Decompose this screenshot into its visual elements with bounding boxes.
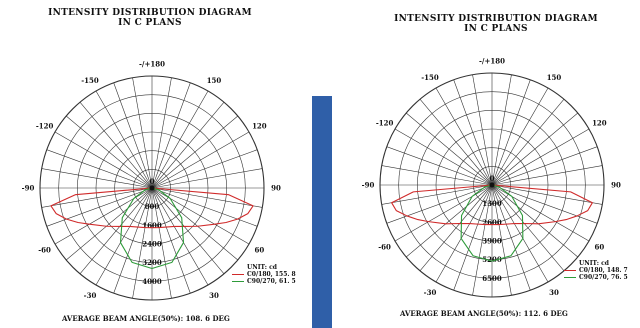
angle-label: 60 — [595, 243, 605, 252]
series-line-c0 — [50, 187, 254, 229]
legend-entry-c90: C90/270, 61. 5 — [232, 278, 296, 285]
angle-label: -30 — [424, 288, 437, 297]
angle-label: 90 — [611, 181, 621, 190]
angle-label: -/+180 — [479, 57, 505, 66]
chart-title-line1: INTENSITY DISTRIBUTION DIAGRAM — [394, 14, 598, 24]
series-line-c0 — [391, 184, 593, 226]
ring-gridline — [379, 72, 605, 298]
center-dot — [489, 182, 495, 188]
angle-label: 60 — [255, 246, 265, 255]
legend-right: UNIT: cd C0/180, 148. 7 C90/270, 76. 5 — [564, 260, 628, 281]
unit-label: UNIT: cd — [247, 264, 277, 271]
ring-value-label: 5200 — [482, 255, 502, 264]
divider-bar — [312, 96, 332, 328]
ring-value-label: 3200 — [142, 258, 162, 267]
angle-label: -150 — [421, 73, 439, 82]
legend-left: UNIT: cd C0/180, 155. 8 C90/270, 61. 5 — [232, 264, 296, 285]
legend-label-c0: C0/180, 148. 7 — [579, 267, 628, 274]
angle-label: 120 — [592, 119, 607, 128]
ring-gridline — [133, 169, 171, 207]
chart-title-left: INTENSITY DISTRIBUTION DIAGRAM IN C PLAN… — [30, 8, 270, 28]
angle-label: 150 — [207, 76, 222, 85]
legend-swatch-c0 — [564, 270, 576, 271]
center-dot — [149, 185, 155, 191]
unit-label: UNIT: cd — [579, 260, 609, 267]
legend-label-c90: C90/270, 61. 5 — [247, 278, 296, 285]
angle-label: 30 — [209, 291, 219, 300]
angle-label: 150 — [547, 73, 562, 82]
angle-label: 30 — [549, 288, 559, 297]
ring-gridline — [473, 166, 511, 204]
angle-label: -30 — [84, 291, 97, 300]
ring-value-label: 3900 — [482, 237, 502, 246]
chart-title-line2: IN C PLANS — [118, 18, 182, 28]
angle-label: -120 — [36, 122, 54, 131]
center-label: 0 — [490, 174, 495, 183]
ring-gridline — [58, 94, 246, 282]
center-label: 0 — [150, 177, 155, 186]
angle-label: -150 — [81, 76, 99, 85]
ring-value-label: 1600 — [142, 221, 162, 230]
angle-label: 90 — [271, 184, 281, 193]
legend-entry-c0: C0/180, 148. 7 — [564, 267, 628, 274]
ring-gridline — [454, 147, 530, 223]
series-line-c90 — [119, 187, 185, 270]
chart-title-line1: INTENSITY DISTRIBUTION DIAGRAM — [48, 8, 252, 18]
legend-label-c0: C0/180, 155. 8 — [247, 271, 296, 278]
legend-swatch-c90 — [232, 281, 244, 282]
ring-gridline — [77, 113, 227, 263]
angle-label: -/+180 — [139, 60, 165, 69]
ring-gridline — [39, 75, 265, 301]
ring-gridline — [95, 131, 209, 245]
ring-gridline — [417, 110, 567, 260]
series-line-c90 — [460, 184, 524, 262]
polar-chart-left: -/+180 -150 150 -120 120 -90 90 -60 60 -30 30 800 16… — [22, 60, 281, 301]
angle-label: -60 — [38, 246, 51, 255]
ring-gridline — [435, 128, 549, 242]
beam-angle-left: AVERAGE BEAM ANGLE(50%): 108. 6 DEG — [62, 314, 230, 323]
legend-swatch-c90 — [564, 277, 576, 278]
angle-label: -90 — [22, 184, 35, 193]
angle-label: 120 — [252, 122, 267, 131]
ring-gridline — [114, 150, 190, 226]
beam-angle-right: AVERAGE BEAM ANGLE(50%): 112. 6 DEG — [400, 309, 568, 318]
legend-entry-c90: C90/270, 76. 5 — [564, 274, 628, 281]
ring-value-label: 1300 — [482, 199, 502, 208]
angle-label: -120 — [376, 119, 394, 128]
legend-label-c90: C90/270, 76. 5 — [579, 274, 628, 281]
legend-entry-c0: C0/180, 155. 8 — [232, 271, 296, 278]
ring-gridline — [398, 91, 586, 279]
ring-value-label: 6500 — [482, 274, 502, 283]
ring-value-label: 800 — [145, 202, 160, 211]
legend-swatch-c0 — [232, 274, 244, 275]
chart-title-right: INTENSITY DISTRIBUTION DIAGRAM IN C PLAN… — [376, 14, 616, 34]
angle-label: -60 — [378, 243, 391, 252]
angle-label: -90 — [362, 181, 375, 190]
polar-chart-right: -/+180 -150 150 -120 120 -90 90 -60 60 -30 30 1300 2… — [362, 57, 621, 298]
chart-title-line2: IN C PLANS — [464, 24, 528, 34]
ring-value-label: 2400 — [142, 240, 162, 249]
ring-value-label: 2600 — [482, 218, 502, 227]
ring-value-label: 4000 — [142, 277, 162, 286]
